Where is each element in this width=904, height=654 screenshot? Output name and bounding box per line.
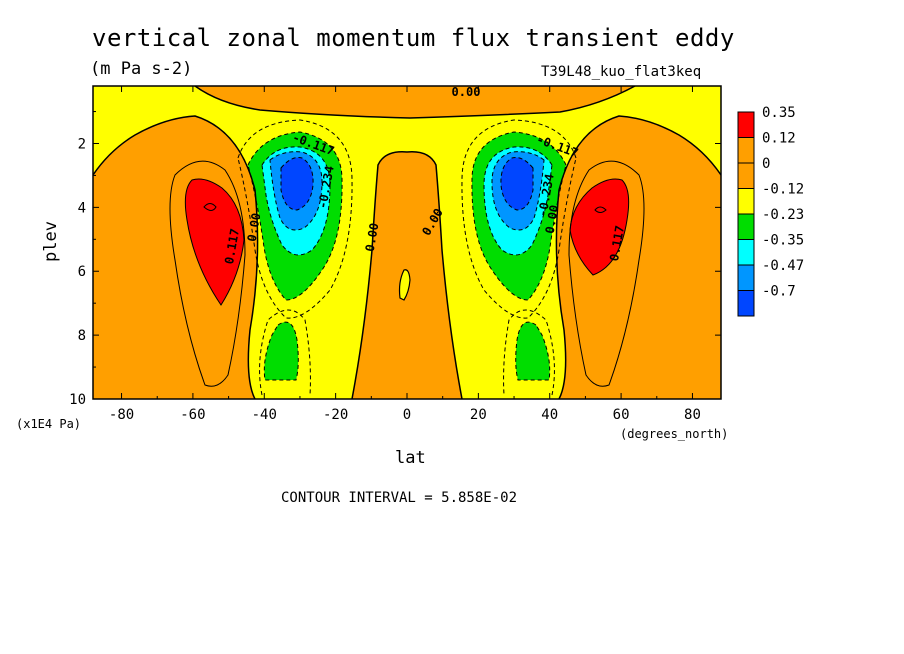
colorbar-label: 0 [762,156,770,172]
contour-zero-right [555,115,721,399]
y-tick-label: 2 [78,136,86,152]
contour-neg-left-lower [263,321,299,381]
x-tick-label: -20 [323,407,348,423]
colorbar-label: -0.12 [762,182,804,198]
contour-neg-right-2 [471,131,567,301]
fill-neg5-right [500,157,533,210]
contour-interval: CONTOUR INTERVAL = 5.858E-02 [281,490,517,506]
contour-pos-left-max [184,178,245,306]
x-tick-label: 80 [684,407,701,423]
chart-title: vertical zonal momentum flux transient e… [92,24,735,52]
contour-neg-left-3 [261,146,331,256]
x-tick-label: -40 [252,407,277,423]
contour-pos-right-max [569,178,630,276]
contour-pos-left-outer [169,160,246,387]
contour-label: 0.117 [222,227,242,265]
contour-neg-left-1 [237,119,353,319]
y-tick-label: 8 [78,328,86,344]
x-tick-label: 40 [541,407,558,423]
x-axis-units: (degrees_north) [620,427,728,441]
chart-units: (m Pa s-2) [90,59,192,79]
contour-neg-left-2 [247,131,343,301]
colorbar-swatch [737,111,755,138]
contour-pos-right-outer [568,160,645,387]
colorbar: 0.35 0.12 0 -0.12 -0.23 -0.35 -0.47 -0.7 [737,105,804,317]
fill-neg5-left [281,157,314,210]
y-axis: 2 4 6 8 10 [69,111,721,408]
colorbar-swatch [737,264,755,291]
contour-label: 0.00 [543,204,562,235]
y-tick-label: 10 [69,392,86,408]
x-tick-label: 60 [613,407,630,423]
colorbar-label: -0.35 [762,233,804,249]
fill-pos2-right-max [570,179,629,275]
colorbar-label: -0.7 [762,284,796,300]
contour-neg-left-4 [269,151,323,231]
contour-neg-right-lower [515,321,551,381]
contour-neg-right-4 [491,151,545,231]
y-axis-label: plev [41,221,61,262]
contour-neg-right-1 [461,119,577,319]
y-tick-label: 4 [78,200,86,216]
contour-pos-left-inner [203,203,217,211]
colorbar-label: -0.23 [762,207,804,223]
contour-label: 0.117 [607,224,627,262]
colorbar-label: 0.12 [762,131,796,147]
y-tick-label: 6 [78,264,86,280]
y-axis-units: (x1E4 Pa) [16,417,81,431]
x-tick-label: 20 [470,407,487,423]
colorbar-swatch [737,188,755,215]
contour-label: 0.00 [452,85,481,99]
colorbar-swatch [737,290,755,317]
x-axis-label: lat [395,448,426,468]
x-axis: -80 -60 -40 -20 0 20 40 60 80 [109,86,701,423]
fill-neg2-left-lower [264,322,299,380]
x-tick-label: -80 [109,407,134,423]
colorbar-swatch [737,239,755,266]
plot-area: 0.117 0.000.000.00 0.00 0.00-0.117-0.2340.1… [93,85,721,399]
fill-pos2-left-max [185,179,244,305]
contour-neg-right-3 [483,146,553,256]
colorbar-swatch [737,162,755,189]
contour-zero-top [194,86,636,119]
x-tick-label: 0 [403,407,411,423]
contour-zero-center [351,151,463,399]
colorbar-swatch [737,213,755,240]
colorbar-label: 0.35 [762,105,796,121]
contour-neg-left-lower-outer [259,309,311,396]
contour-label: 0.00 [363,222,382,253]
fill-neg2-right-lower [515,322,550,380]
run-label: T39L48_kuo_flat3keq [541,64,701,80]
colorbar-swatch [737,137,755,164]
fill-pos1-top [195,86,635,118]
contour-neg-right-lower-outer [503,309,555,396]
contour-zero-left [93,115,259,399]
contour-zero-spot [398,269,411,301]
contour-pos-right-inner [594,206,607,213]
contour-label: 0.00 [245,212,264,243]
colorbar-label: -0.47 [762,258,804,274]
x-tick-label: -60 [180,407,205,423]
